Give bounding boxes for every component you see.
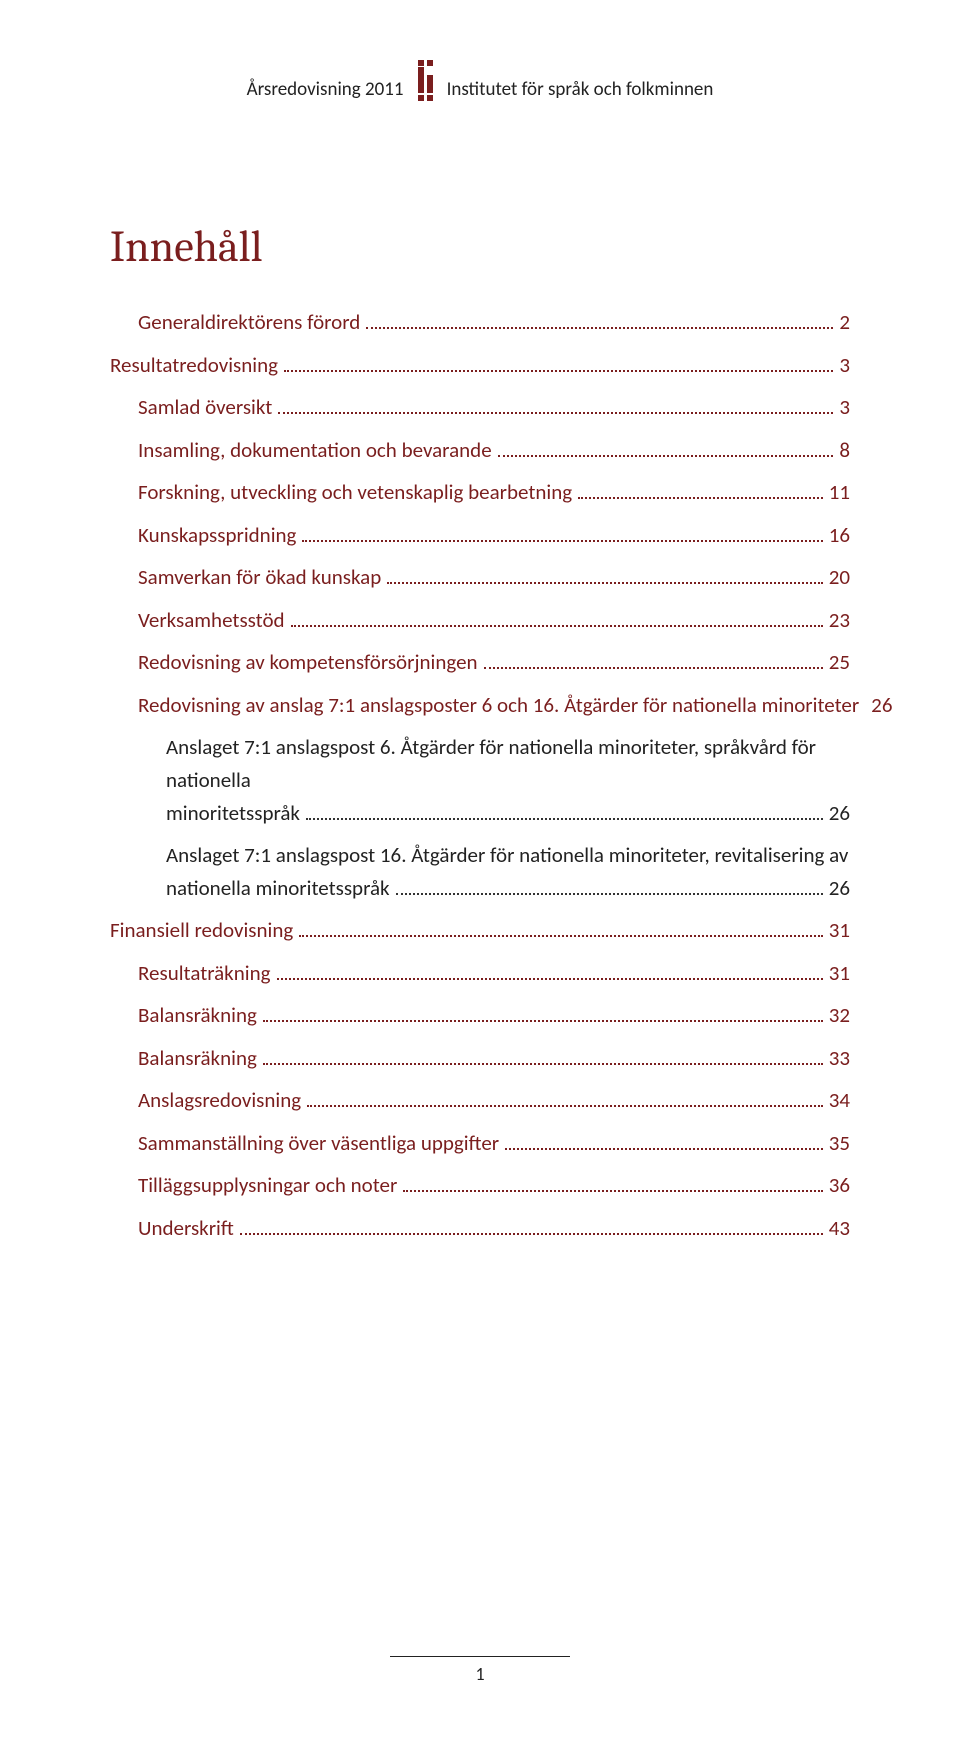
toc-entry[interactable]: Anslaget 7:1 anslagspost 6. Åtgärder för… [166, 731, 850, 829]
toc-label: Generaldirektörens förord [138, 306, 360, 339]
toc-entry[interactable]: Insamling, dokumentation och bevarande 8 [138, 434, 850, 467]
toc-leader [505, 1148, 823, 1150]
toc-label: Anslagsredovisning [138, 1084, 301, 1117]
toc-label: Verksamhetsstöd [138, 604, 285, 637]
toc-page: 31 [829, 914, 850, 947]
toc-label: Resultatredovisning [110, 349, 278, 382]
toc-label: Redovisning av anslag 7:1 anslagsposter … [138, 689, 859, 722]
toc-page: 32 [829, 999, 850, 1032]
toc-leader [387, 582, 822, 584]
toc-leader [284, 370, 833, 372]
toc-leader [263, 1063, 823, 1065]
toc-page: 8 [839, 434, 850, 467]
toc-entry[interactable]: Sammanställning över väsentliga uppgifte… [138, 1127, 850, 1160]
toc-page: 26 [871, 689, 892, 722]
toc-entry[interactable]: Samlad översikt 3 [138, 391, 850, 424]
toc-leader [578, 497, 823, 499]
toc-entry[interactable]: Samverkan för ökad kunskap 20 [138, 561, 850, 594]
toc-page: 23 [829, 604, 850, 637]
toc-page: 3 [839, 349, 850, 382]
toc-label: Anslaget 7:1 anslagspost 6. Åtgärder för… [166, 731, 850, 796]
toc-label: Anslaget 7:1 anslagspost 16. Åtgärder fö… [166, 839, 850, 872]
page-number: 1 [475, 1663, 484, 1685]
toc-entry[interactable]: Redovisning av kompetensförsörjningen 25 [138, 646, 850, 679]
toc-label: Samlad översikt [138, 391, 272, 424]
toc-page: 25 [829, 646, 850, 679]
table-of-contents: Generaldirektörens förord 2 Resultatredovi… [110, 306, 850, 1245]
toc-page: 26 [829, 797, 850, 830]
toc-leader [307, 1105, 823, 1107]
toc-page: 33 [829, 1042, 850, 1075]
toc-label: Samverkan för ökad kunskap [138, 561, 381, 594]
toc-label: Tilläggsupplysningar och noter [138, 1169, 397, 1202]
toc-leader [498, 455, 834, 457]
toc-entry[interactable]: Anslagsredovisning 34 [138, 1084, 850, 1117]
toc-page: 26 [829, 872, 850, 905]
toc-label: Underskrift [138, 1212, 234, 1245]
toc-leader [306, 818, 823, 820]
toc-entry[interactable]: Anslaget 7:1 anslagspost 16. Åtgärder fö… [166, 839, 850, 904]
toc-leader [299, 935, 822, 937]
toc-label-cont: nationella minoritetsspråk [166, 872, 390, 905]
toc-entry[interactable]: Kunskapsspridning 16 [138, 519, 850, 552]
toc-entry[interactable]: Finansiell redovisning 31 [110, 914, 850, 947]
toc-entry[interactable]: Redovisning av anslag 7:1 anslagsposter … [138, 689, 850, 722]
toc-entry[interactable]: Balansräkning 33 [138, 1042, 850, 1075]
toc-label: Resultaträkning [138, 957, 271, 990]
toc-entry[interactable]: Tilläggsupplysningar och noter 36 [138, 1169, 850, 1202]
toc-page: 3 [839, 391, 850, 424]
toc-entry[interactable]: Verksamhetsstöd 23 [138, 604, 850, 637]
toc-leader [396, 893, 823, 895]
toc-leader [240, 1233, 823, 1235]
toc-leader [263, 1020, 823, 1022]
header-right-text: Institutet för språk och folkminnen [447, 78, 714, 101]
page-footer: 1 [0, 1656, 960, 1685]
toc-leader [403, 1190, 822, 1192]
toc-label: Sammanställning över väsentliga uppgifte… [138, 1127, 499, 1160]
toc-label: Insamling, dokumentation och bevarande [138, 434, 492, 467]
header-left-text: Årsredovisning 2011 [247, 78, 404, 101]
toc-label: Forskning, utveckling och vetenskaplig b… [138, 476, 572, 509]
footer-rule [390, 1656, 570, 1657]
toc-label: Finansiell redovisning [110, 914, 293, 947]
toc-entry[interactable]: Balansräkning 32 [138, 999, 850, 1032]
page-header: Årsredovisning 2011 Institutet för språk… [110, 60, 850, 101]
toc-page: 20 [829, 561, 850, 594]
toc-entry[interactable]: Underskrift 43 [138, 1212, 850, 1245]
toc-page: 11 [829, 476, 850, 509]
toc-label: Balansräkning [138, 999, 257, 1032]
page: Årsredovisning 2011 Institutet för språk… [0, 0, 960, 1755]
toc-page: 35 [829, 1127, 850, 1160]
toc-entry[interactable]: Forskning, utveckling och vetenskaplig b… [138, 476, 850, 509]
toc-page: 2 [839, 306, 850, 339]
toc-page: 36 [829, 1169, 850, 1202]
toc-page: 16 [829, 519, 850, 552]
toc-entry[interactable]: Resultaträkning 31 [138, 957, 850, 990]
page-title: Innehåll [110, 221, 850, 272]
toc-label: Balansräkning [138, 1042, 257, 1075]
toc-leader [291, 625, 823, 627]
toc-page: 43 [829, 1212, 850, 1245]
toc-label: Redovisning av kompetensförsörjningen [138, 646, 478, 679]
toc-label-cont: minoritetsspråk [166, 797, 300, 830]
logo-icon [418, 60, 433, 101]
toc-page: 34 [829, 1084, 850, 1117]
toc-entry[interactable]: Generaldirektörens förord 2 [138, 306, 850, 339]
toc-entry[interactable]: Resultatredovisning 3 [110, 349, 850, 382]
toc-leader [302, 540, 822, 542]
toc-page: 31 [829, 957, 850, 990]
toc-leader [366, 327, 833, 329]
toc-leader [484, 667, 823, 669]
toc-label: Kunskapsspridning [138, 519, 296, 552]
toc-leader [277, 978, 823, 980]
toc-leader [278, 412, 833, 414]
